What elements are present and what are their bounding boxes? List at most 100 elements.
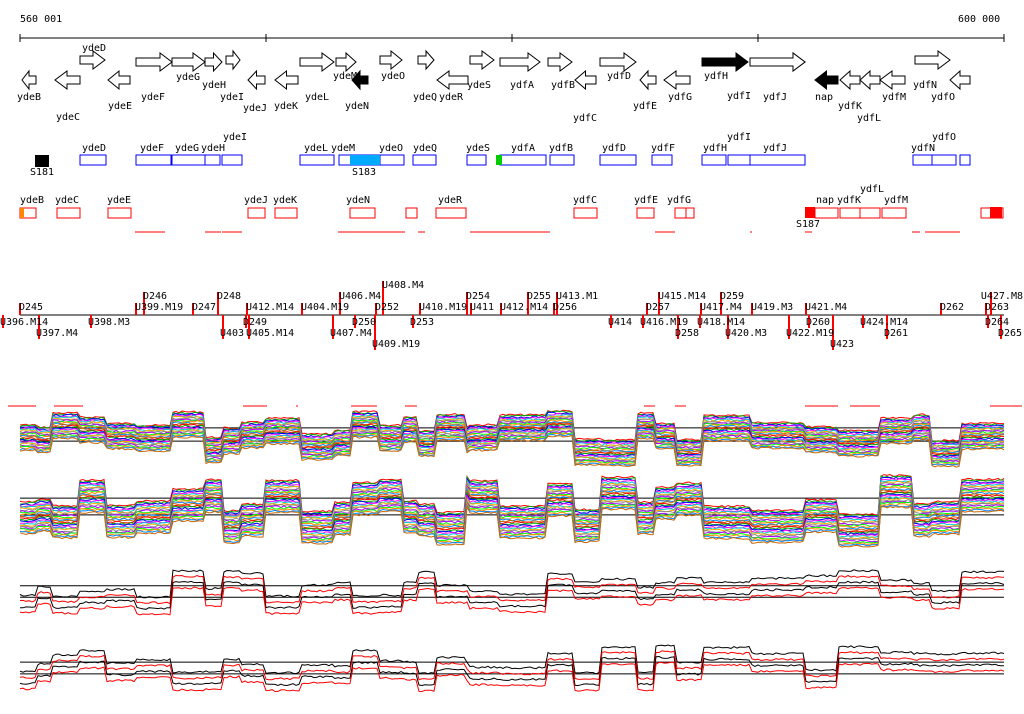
segment-label-upper: D245 [19,302,44,313]
fwd-gene-box [412,154,437,166]
gene-label: ydeC [56,112,81,123]
expression-line [19,422,1005,456]
segment-mark [135,303,137,315]
expression-line [19,504,1005,547]
fwd-gene-box [466,154,487,166]
expression-line [19,412,1005,446]
segment-label-lower: U396.M14 [0,317,49,328]
expression-line [19,493,1005,536]
segment-label-lower: U397.M4 [36,328,79,339]
segment-label-lower: D253 [410,317,435,328]
gene-label: ydeD [82,43,107,54]
segment-mark [610,315,612,328]
expression-line [19,473,1005,516]
fwd-track-label: ydeH [201,143,226,154]
rev-gene-box [881,207,907,219]
expression-line [19,429,1005,462]
fwd-green-box [496,155,502,165]
expression-line [19,485,1005,529]
gene-label: ydfL [857,113,882,124]
gene-label: ydfD [607,71,632,82]
segment-label-upper: D259 [720,291,745,302]
segment-label-lower: U424.M14 [860,317,909,328]
segment-mark [38,315,40,339]
expression-line [19,417,1005,450]
rev-gene-box [859,207,881,219]
gene-label: ydeQ [413,92,438,103]
segment-label-upper: D252 [375,302,400,313]
rev-track-label: nap [816,195,835,206]
fwd-track-label: ydeO [379,143,404,154]
segment-mark [374,315,376,350]
expression-line [19,433,1005,466]
gene-arrow [574,69,597,91]
fwd-gene-box [171,154,206,166]
fwd-gene-box [379,154,405,166]
segment-label-upper: D248 [217,291,242,302]
gene-arrow [859,69,881,91]
expression-line [19,409,1004,443]
segment-label-lower: D249 [243,317,268,328]
expression-line [19,483,1004,526]
gene-label: ydeR [439,92,464,103]
segment-mark [720,292,722,315]
gene-label: ydfC [573,113,598,124]
rev-track-label: ydeK [273,195,298,206]
expression-line [19,574,1005,605]
rev-track-label: ydfE [634,195,659,206]
gene-arrow [335,51,357,73]
segment-mark [419,303,421,315]
gene-label: ydfH [704,71,729,82]
segment-label-lower: D258 [675,328,700,339]
segment-mark [466,292,468,315]
segment-mark [940,303,942,315]
expression-line [19,644,1005,675]
fwd-track-label: ydfN [911,143,936,154]
expression-line [19,480,1005,523]
gene-label: ydfO [931,92,956,103]
rev-track-label: ydfG [667,195,692,206]
fwd-track-label: ydfI [727,132,752,143]
rev-gene-box [636,207,655,219]
gene-arrow [879,70,906,90]
gene-label: nap [815,92,834,103]
segment-label-upper: U412.M14 [500,302,549,313]
gene-label: ydeI [220,92,245,103]
gene-arrow [351,69,369,91]
gene-arrow [701,52,749,72]
segment-label-lower: U416.M19 [640,317,689,328]
fwd-track-label: ydeL [304,143,329,154]
segment-label-lower: U414 [608,317,633,328]
expression-line [19,478,1005,522]
segment-label-upper: U412.M14 [246,302,295,313]
segment-label-lower: U407.M4 [330,328,373,339]
segment-label-upper: D256 [553,302,578,313]
segment-label-upper: D257 [646,302,671,313]
segment-label-upper: D255 [527,291,552,302]
segment-label-upper: U406.M4 [339,291,382,302]
fwd-track-label: ydfD [602,143,627,154]
gene-arrow [949,69,971,91]
fwd-gene-box [651,154,673,166]
segment-mark [412,315,414,328]
segment-mark [556,292,558,315]
fwd-track-label: ydfA [511,143,536,154]
segment-mark [677,315,679,339]
fwd-track-label: ydeG [175,143,200,154]
segment-mark [886,315,888,339]
gene-arrow [436,70,469,90]
expression-line [19,426,1005,459]
segment-mark [143,292,145,315]
segment-label-lower: D261 [884,328,909,339]
segment-mark [658,292,660,315]
segment-label-upper: U410.M19 [419,302,468,313]
segment-mark [751,303,753,315]
gene-label: ydfI [727,91,752,102]
segment-label-upper: U427.M8 [980,291,1023,302]
fwd-track-label: ydeS [466,143,491,154]
segment-label-upper: D247 [192,302,217,313]
segment-label-lower: U398.M3 [88,317,131,328]
segment-label-lower: U420.M3 [725,328,768,339]
segment-label-upper: D262 [940,302,965,313]
